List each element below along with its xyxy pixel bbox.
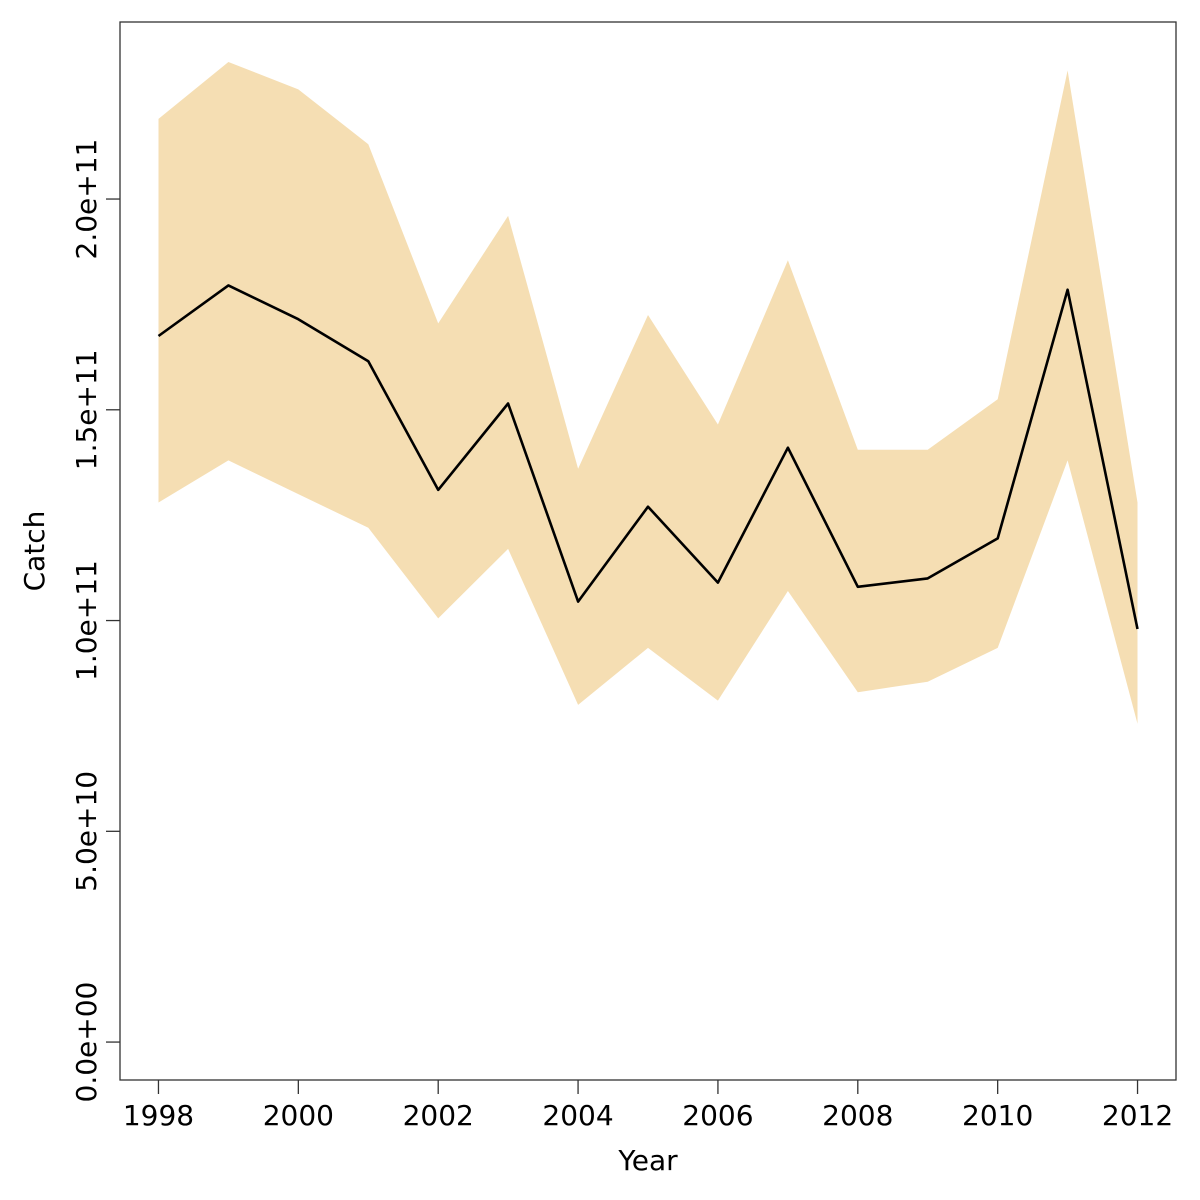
- catch-line: [157, 284, 1139, 630]
- x-tick-label: 1998: [123, 1099, 194, 1132]
- y-tick-label: 5.0e+10: [70, 771, 103, 892]
- y-tick-label: 1.0e+11: [70, 560, 103, 681]
- plot-frame: [119, 21, 1177, 1081]
- y-tick-label: 2.0e+11: [70, 139, 103, 260]
- x-tick-label: 2012: [1102, 1099, 1173, 1132]
- confidence-band: [158, 62, 1138, 724]
- x-axis: 1998 2000 2002 2004 2006 2008 2010 2012: [123, 1080, 1173, 1132]
- x-axis-title: Year: [617, 1144, 678, 1177]
- x-tick-label: 2004: [542, 1099, 613, 1132]
- y-tick-label: 1.5e+11: [70, 349, 103, 470]
- x-tick-label: 2002: [403, 1099, 474, 1132]
- x-tick-label: 2010: [962, 1099, 1033, 1132]
- x-tick-label: 2006: [682, 1099, 753, 1132]
- y-tick-label: 0.0e+00: [70, 982, 103, 1103]
- x-tick-label: 2008: [822, 1099, 893, 1132]
- x-tick-label: 2000: [263, 1099, 334, 1132]
- y-axis-title: Catch: [18, 511, 51, 592]
- y-axis: 0.0e+00 5.0e+10 1.0e+11 1.5e+11 2.0e+11: [70, 139, 120, 1103]
